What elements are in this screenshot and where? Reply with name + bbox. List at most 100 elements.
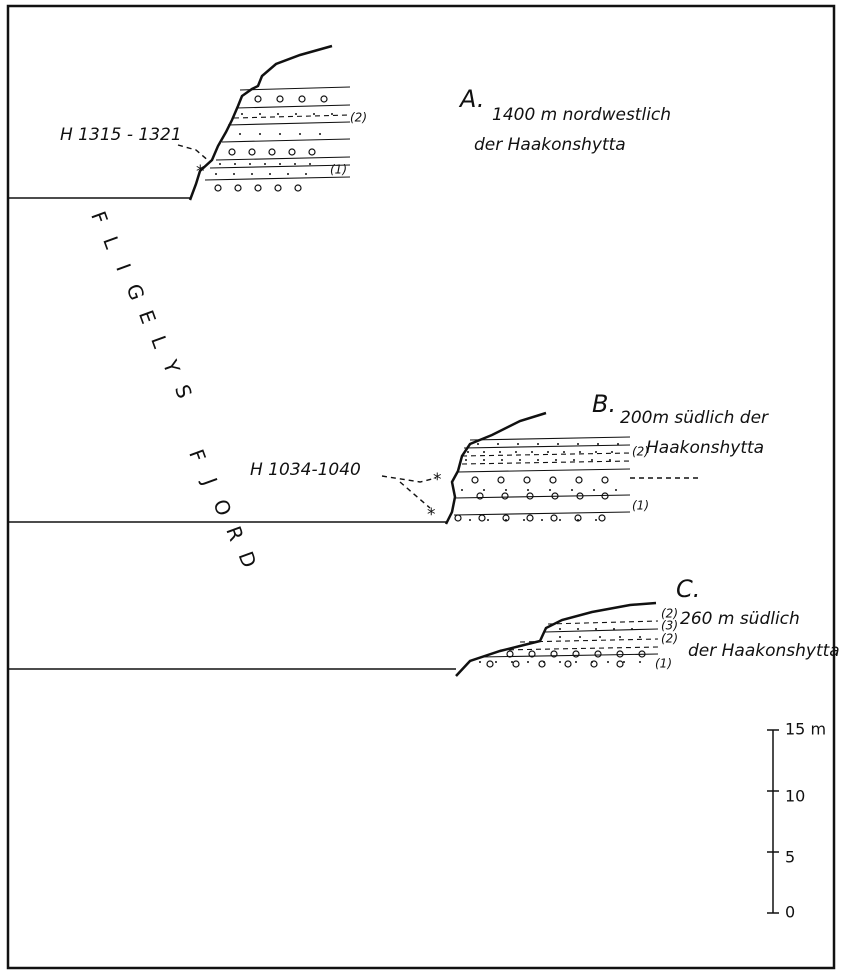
sand-dot: [573, 459, 575, 461]
caption: 200m südlich der: [620, 408, 769, 428]
sand-dot: [571, 489, 573, 491]
pebble: [215, 185, 221, 191]
sand-dot: [279, 133, 281, 135]
pebble: [255, 185, 261, 191]
sand-dot: [527, 661, 529, 663]
sand-dot: [619, 636, 621, 638]
page: A. 1400 m nordwestlich der Haakonshytta …: [0, 0, 842, 974]
cliff: [456, 603, 656, 676]
sand-dot: [591, 459, 593, 461]
sand-dot: [577, 519, 579, 521]
sand-dot: [239, 133, 241, 135]
sand-dot: [295, 113, 297, 115]
sand-dot: [497, 443, 499, 445]
sand-dot: [305, 173, 307, 175]
sand-dot: [249, 163, 251, 165]
fjord-letter: G: [121, 281, 149, 304]
section-label: B.: [592, 390, 616, 418]
pebble: [299, 96, 305, 102]
sand-dot: [579, 451, 581, 453]
sand-dot: [575, 661, 577, 663]
caption: 260 m südlich: [680, 609, 800, 629]
sand-dot: [577, 628, 579, 630]
fjord-letter: J: [197, 473, 222, 489]
bed-line: [545, 629, 658, 632]
sand-dot: [483, 489, 485, 491]
bed-line: [455, 495, 630, 498]
sand-dot: [517, 443, 519, 445]
fjord-letter: F: [184, 446, 210, 465]
leader: [178, 145, 210, 162]
bed-label: (1): [655, 657, 672, 671]
pebble: [295, 185, 301, 191]
pebble: [595, 651, 601, 657]
sand-dot: [613, 628, 615, 630]
sand-dot: [465, 459, 467, 461]
bed-line: [205, 177, 350, 180]
caption: der Haakonshytta: [688, 641, 840, 661]
sand-dot: [547, 451, 549, 453]
pebble: [229, 149, 235, 155]
sand-dot: [523, 519, 525, 521]
pebble: [550, 477, 556, 483]
sand-dot: [483, 451, 485, 453]
bed-line: [464, 445, 630, 448]
sand-dot: [499, 451, 501, 453]
sand-dot: [559, 636, 561, 638]
sand-dot: [631, 628, 633, 630]
fjord-letter: Y: [158, 356, 185, 377]
fjord-letter: S: [170, 381, 197, 401]
sand-dot: [549, 489, 551, 491]
bed-line: [222, 139, 350, 142]
sample-label: H 1034-1040: [250, 460, 361, 480]
sand-dot: [279, 163, 281, 165]
scale-label: 5: [785, 848, 795, 867]
sand-dot: [505, 489, 507, 491]
pebble: [617, 661, 623, 667]
sand-dot: [277, 113, 279, 115]
pebble: [277, 96, 283, 102]
pebble: [502, 493, 508, 499]
pebble: [591, 661, 597, 667]
pebble: [565, 661, 571, 667]
sand-dot: [215, 173, 217, 175]
pebble: [617, 651, 623, 657]
fjord-letter: O: [208, 496, 236, 519]
sand-dot: [595, 451, 597, 453]
sand-dot: [593, 489, 595, 491]
sand-dot: [595, 519, 597, 521]
sand-dot: [541, 519, 543, 521]
sand-dot: [555, 459, 557, 461]
bed-line: [236, 105, 350, 108]
bed-line: [216, 157, 350, 160]
bed-line: [462, 453, 630, 456]
sand-dot: [595, 628, 597, 630]
sand-dot: [559, 628, 561, 630]
fjord-letter: D: [233, 548, 261, 571]
pebble: [513, 661, 519, 667]
pebble: [576, 477, 582, 483]
bed-line: [462, 461, 630, 464]
sand-dot: [537, 459, 539, 461]
pebble: [527, 515, 533, 521]
pebble: [602, 477, 608, 483]
bed-line: [458, 469, 630, 472]
sand-dot: [579, 636, 581, 638]
sand-dot: [639, 636, 641, 638]
pebble: [599, 515, 605, 521]
sand-dot: [299, 133, 301, 135]
sand-dot: [309, 163, 311, 165]
sand-dot: [251, 173, 253, 175]
sand-dot: [519, 459, 521, 461]
bed-label: (2): [350, 111, 367, 125]
sand-dot: [477, 443, 479, 445]
sand-dot: [537, 443, 539, 445]
sand-dot: [609, 459, 611, 461]
sand-dot: [501, 459, 503, 461]
bed-line: [454, 512, 630, 515]
sand-dot: [639, 661, 641, 663]
sand-dot: [487, 519, 489, 521]
pebble: [527, 493, 533, 499]
scale-label: 15 m: [785, 720, 826, 739]
pebble: [524, 477, 530, 483]
